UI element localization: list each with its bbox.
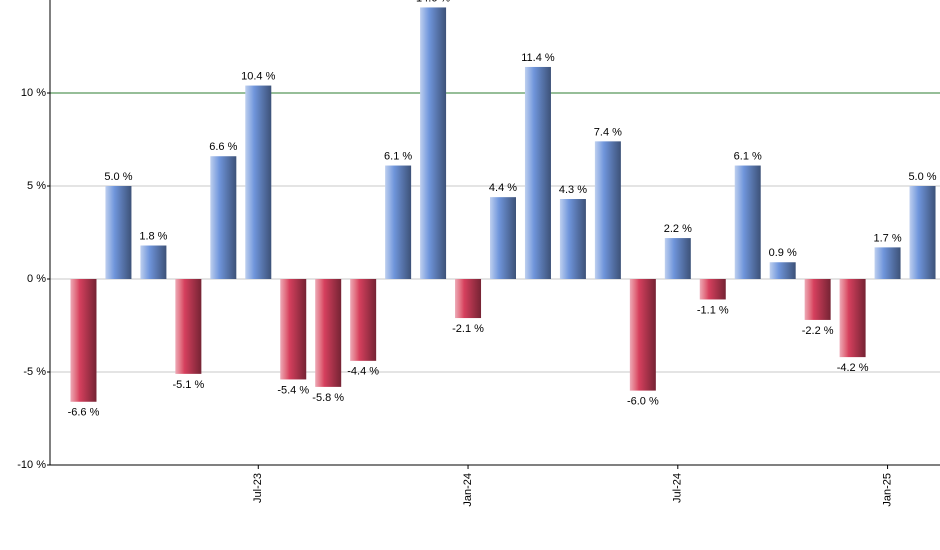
y-tick-label: 10 %: [21, 87, 46, 99]
value-label: 5.0 %: [104, 171, 132, 183]
value-label: -2.2 %: [802, 325, 834, 337]
value-label: 10.4 %: [241, 70, 275, 82]
bar: [315, 279, 342, 387]
value-label: 1.8 %: [139, 230, 167, 242]
value-label: -5.1 %: [172, 379, 204, 391]
y-tick-label: 0 %: [27, 273, 46, 285]
value-label: -6.0 %: [627, 396, 659, 408]
bar: [699, 279, 726, 300]
bar: [210, 156, 237, 279]
bar: [245, 85, 272, 279]
y-tick-label: -10 %: [17, 459, 46, 471]
bar: [140, 245, 167, 279]
bar: [734, 165, 761, 279]
bar: [455, 279, 482, 319]
bar: [839, 279, 866, 358]
bar: [385, 165, 412, 279]
value-label: 6.6 %: [209, 141, 237, 153]
bar: [524, 66, 551, 280]
value-label: 4.4 %: [489, 182, 517, 194]
x-tick-label: Jan-25: [881, 473, 893, 507]
x-tick-label: Jul-24: [672, 473, 684, 503]
value-label: -2.1 %: [452, 323, 484, 335]
value-label: -5.8 %: [312, 392, 344, 404]
bar: [175, 279, 202, 374]
value-label: 0.9 %: [769, 247, 797, 259]
value-label: -1.1 %: [697, 304, 729, 316]
y-tick-label: 5 %: [27, 180, 46, 192]
value-label: 5.0 %: [908, 171, 936, 183]
value-label: 14.6 %: [416, 0, 450, 4]
bar: [420, 7, 447, 279]
bar: [629, 279, 656, 391]
value-label: 7.4 %: [594, 126, 622, 138]
bar: [664, 238, 691, 279]
x-tick-label: Jan-24: [462, 473, 474, 507]
bar: [804, 279, 831, 320]
bar: [874, 247, 901, 279]
value-label: 1.7 %: [873, 232, 901, 244]
bar: [909, 186, 936, 279]
value-label: 2.2 %: [664, 223, 692, 235]
value-label: -6.6 %: [68, 407, 100, 419]
bar: [280, 279, 307, 380]
value-label: 6.1 %: [734, 150, 762, 162]
bar: [105, 186, 132, 279]
value-label: -5.4 %: [277, 384, 309, 396]
bar: [70, 279, 97, 402]
bar: [350, 279, 377, 361]
x-tick-label: Jul-23: [252, 473, 264, 503]
value-label: -4.2 %: [837, 362, 869, 374]
value-label: 6.1 %: [384, 150, 412, 162]
value-label: 4.3 %: [559, 184, 587, 196]
bar: [769, 262, 796, 279]
y-tick-label: -5 %: [23, 366, 46, 378]
value-label: 11.4 %: [521, 52, 555, 64]
bar: [490, 197, 516, 279]
value-label: -4.4 %: [347, 366, 379, 378]
bar: [594, 141, 621, 279]
bar: [559, 199, 586, 279]
